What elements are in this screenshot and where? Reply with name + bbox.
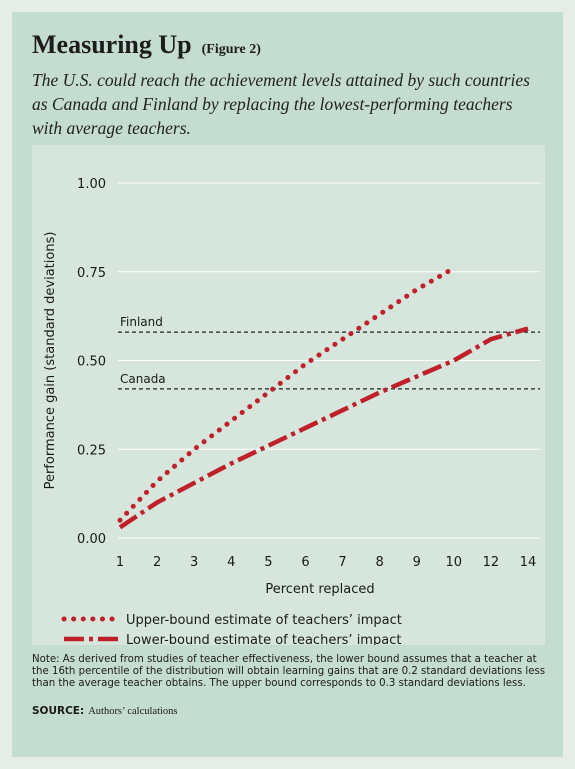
- y-tick-label: 0.50: [77, 355, 106, 370]
- y-tick-label: 1.00: [77, 177, 106, 192]
- x-tick-label: 5: [264, 555, 272, 570]
- y-tick-label: 0.75: [77, 266, 106, 281]
- y-axis-title: Performance gain (standard deviations): [43, 232, 58, 490]
- x-axis-title: Percent replaced: [265, 582, 374, 597]
- figure-panel: Measuring Up (Figure 2) The U.S. could r…: [12, 12, 563, 757]
- figure-title: Measuring Up: [32, 30, 192, 59]
- figure-source: SOURCE: Authors’ calculations: [32, 705, 178, 717]
- reference-line-label: Canada: [120, 372, 166, 386]
- figure-label: (Figure 2): [201, 42, 261, 57]
- legend-label-lower: Lower-bound estimate of teachers’ impact: [126, 633, 401, 645]
- source-label: SOURCE:: [32, 705, 85, 717]
- chart-area: 0.00 0.25 0.50 0.75 1.00 1 2 3 4 5 6 7 8 9 10 12 14 Perce…: [32, 145, 545, 645]
- x-tick-label: 6: [301, 555, 309, 570]
- x-tick-label: 9: [413, 555, 421, 570]
- x-tick-label: 4: [227, 555, 235, 570]
- figure-note: Note: As derived from studies of teacher…: [32, 654, 546, 690]
- figure-subtitle: The U.S. could reach the achievement lev…: [32, 70, 530, 138]
- lower-bound-series-line: [118, 326, 529, 530]
- legend-label-upper: Upper-bound estimate of teachers’ impact: [126, 613, 402, 628]
- y-tick-label: 0.25: [77, 443, 106, 458]
- x-tick-label: 8: [375, 555, 383, 570]
- x-tick-label: 3: [190, 555, 198, 570]
- x-tick-label: 2: [153, 555, 161, 570]
- x-tick-label: 1: [116, 555, 124, 570]
- x-tick-label: 7: [338, 555, 346, 570]
- title-row: Measuring Up (Figure 2): [32, 30, 261, 60]
- line-chart: 0.000.250.500.751.001 2 3 4 5 6 7 8 9 10 12 14Perce…: [43, 177, 540, 645]
- upper-bound-series-line: [117, 265, 457, 523]
- reference-line-label: Finland: [120, 315, 163, 329]
- x-tick-label: 10: [446, 555, 463, 570]
- x-tick-label: 14: [520, 555, 537, 570]
- source-text: Authors’ calculations: [88, 706, 178, 717]
- x-tick-label: 12: [483, 555, 500, 570]
- y-tick-label: 0.00: [77, 532, 106, 547]
